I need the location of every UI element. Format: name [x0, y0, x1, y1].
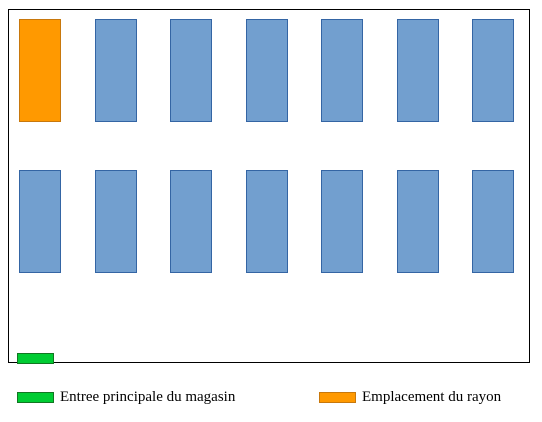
shelf [95, 19, 137, 122]
shelf [472, 170, 514, 273]
shelf-highlighted [19, 19, 61, 122]
shelf [321, 19, 363, 122]
shelf [472, 19, 514, 122]
legend-item-location: Emplacement du rayon [319, 388, 501, 406]
shelf [19, 170, 61, 273]
store-floor-outline [8, 9, 530, 363]
legend-label-entrance: Entree principale du magasin [60, 388, 236, 405]
legend-item-entrance: Entree principale du magasin [17, 388, 235, 406]
shelf [321, 170, 363, 273]
main-entrance-marker [17, 353, 54, 364]
shelf [397, 170, 439, 273]
shelf [246, 19, 288, 122]
shelf [246, 170, 288, 273]
shelf [95, 170, 137, 273]
legend-swatch-location [319, 391, 356, 403]
legend-label-location: Emplacement du rayon [362, 388, 502, 405]
shelf [170, 19, 212, 122]
legend-swatch-entrance [17, 391, 54, 403]
shelf [397, 19, 439, 122]
shelf [170, 170, 212, 273]
